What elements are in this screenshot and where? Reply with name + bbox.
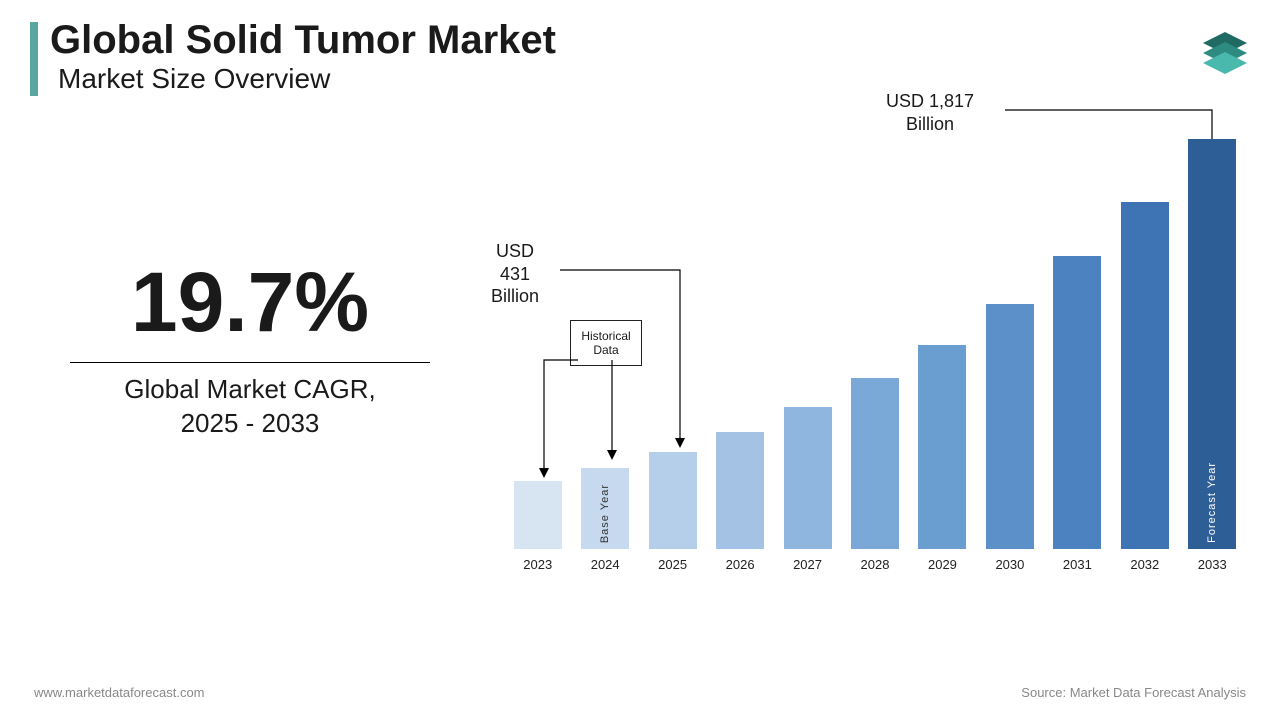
- bar: [514, 481, 562, 549]
- bar: [716, 432, 764, 549]
- year-label: 2029: [928, 557, 957, 572]
- bar: [1053, 256, 1101, 549]
- year-label: 2026: [726, 557, 755, 572]
- bar: [649, 452, 697, 549]
- brand-logo: [1196, 22, 1254, 81]
- bar-wrap: 2025: [645, 452, 700, 572]
- base-year-label: Base Year: [599, 484, 611, 543]
- callout-text: Billion: [850, 113, 1010, 136]
- year-label: 2032: [1130, 557, 1159, 572]
- cagr-panel: 19.7% Global Market CAGR, 2025 - 2033: [60, 260, 440, 441]
- slide: Global Solid Tumor Market Market Size Ov…: [0, 0, 1280, 720]
- year-label: 2023: [523, 557, 552, 572]
- bar: [986, 304, 1034, 549]
- bar-chart: USD 431 Billion USD 1,817 Billion Histor…: [500, 160, 1240, 600]
- bar-wrap: 2029: [915, 345, 970, 572]
- bar-wrap: 2031: [1050, 256, 1105, 572]
- bar-wrap: 2027: [780, 407, 835, 572]
- divider: [70, 362, 430, 363]
- layers-icon: [1196, 22, 1254, 76]
- year-label: 2025: [658, 557, 687, 572]
- year-label: 2030: [995, 557, 1024, 572]
- footer-source: Source: Market Data Forecast Analysis: [1021, 685, 1246, 700]
- cagr-value: 19.7%: [60, 260, 440, 344]
- bar: [784, 407, 832, 549]
- bar-wrap: 2030: [982, 304, 1037, 572]
- cagr-label-line2: 2025 - 2033: [60, 407, 440, 441]
- bar-wrap: Forecast Year 2033: [1185, 139, 1240, 572]
- bar: [851, 378, 899, 549]
- year-label: 2033: [1198, 557, 1227, 572]
- bar-wrap: 2028: [847, 378, 902, 572]
- bar: Base Year: [581, 468, 629, 549]
- title-block: Global Solid Tumor Market Market Size Ov…: [30, 18, 556, 95]
- footer-url: www.marketdataforecast.com: [34, 685, 205, 700]
- bar: [918, 345, 966, 549]
- page-subtitle: Market Size Overview: [58, 63, 556, 95]
- year-label: 2024: [591, 557, 620, 572]
- bars-container: 2023 Base Year 2024 2025 2026 2027 2028 2029 203…: [500, 162, 1240, 572]
- bar: Forecast Year: [1188, 139, 1236, 549]
- bar-wrap: 2032: [1117, 202, 1172, 572]
- page-title: Global Solid Tumor Market: [50, 18, 556, 63]
- end-value-callout: USD 1,817 Billion: [850, 90, 1010, 135]
- title-accent: [30, 22, 38, 96]
- bar-wrap: 2026: [712, 432, 767, 572]
- bar: [1121, 202, 1169, 549]
- year-label: 2031: [1063, 557, 1092, 572]
- cagr-label-line1: Global Market CAGR,: [60, 373, 440, 407]
- forecast-year-label: Forecast Year: [1206, 462, 1218, 543]
- bar-wrap: Base Year 2024: [577, 468, 632, 572]
- year-label: 2028: [861, 557, 890, 572]
- callout-text: USD 1,817: [850, 90, 1010, 113]
- bar-wrap: 2023: [510, 481, 565, 572]
- year-label: 2027: [793, 557, 822, 572]
